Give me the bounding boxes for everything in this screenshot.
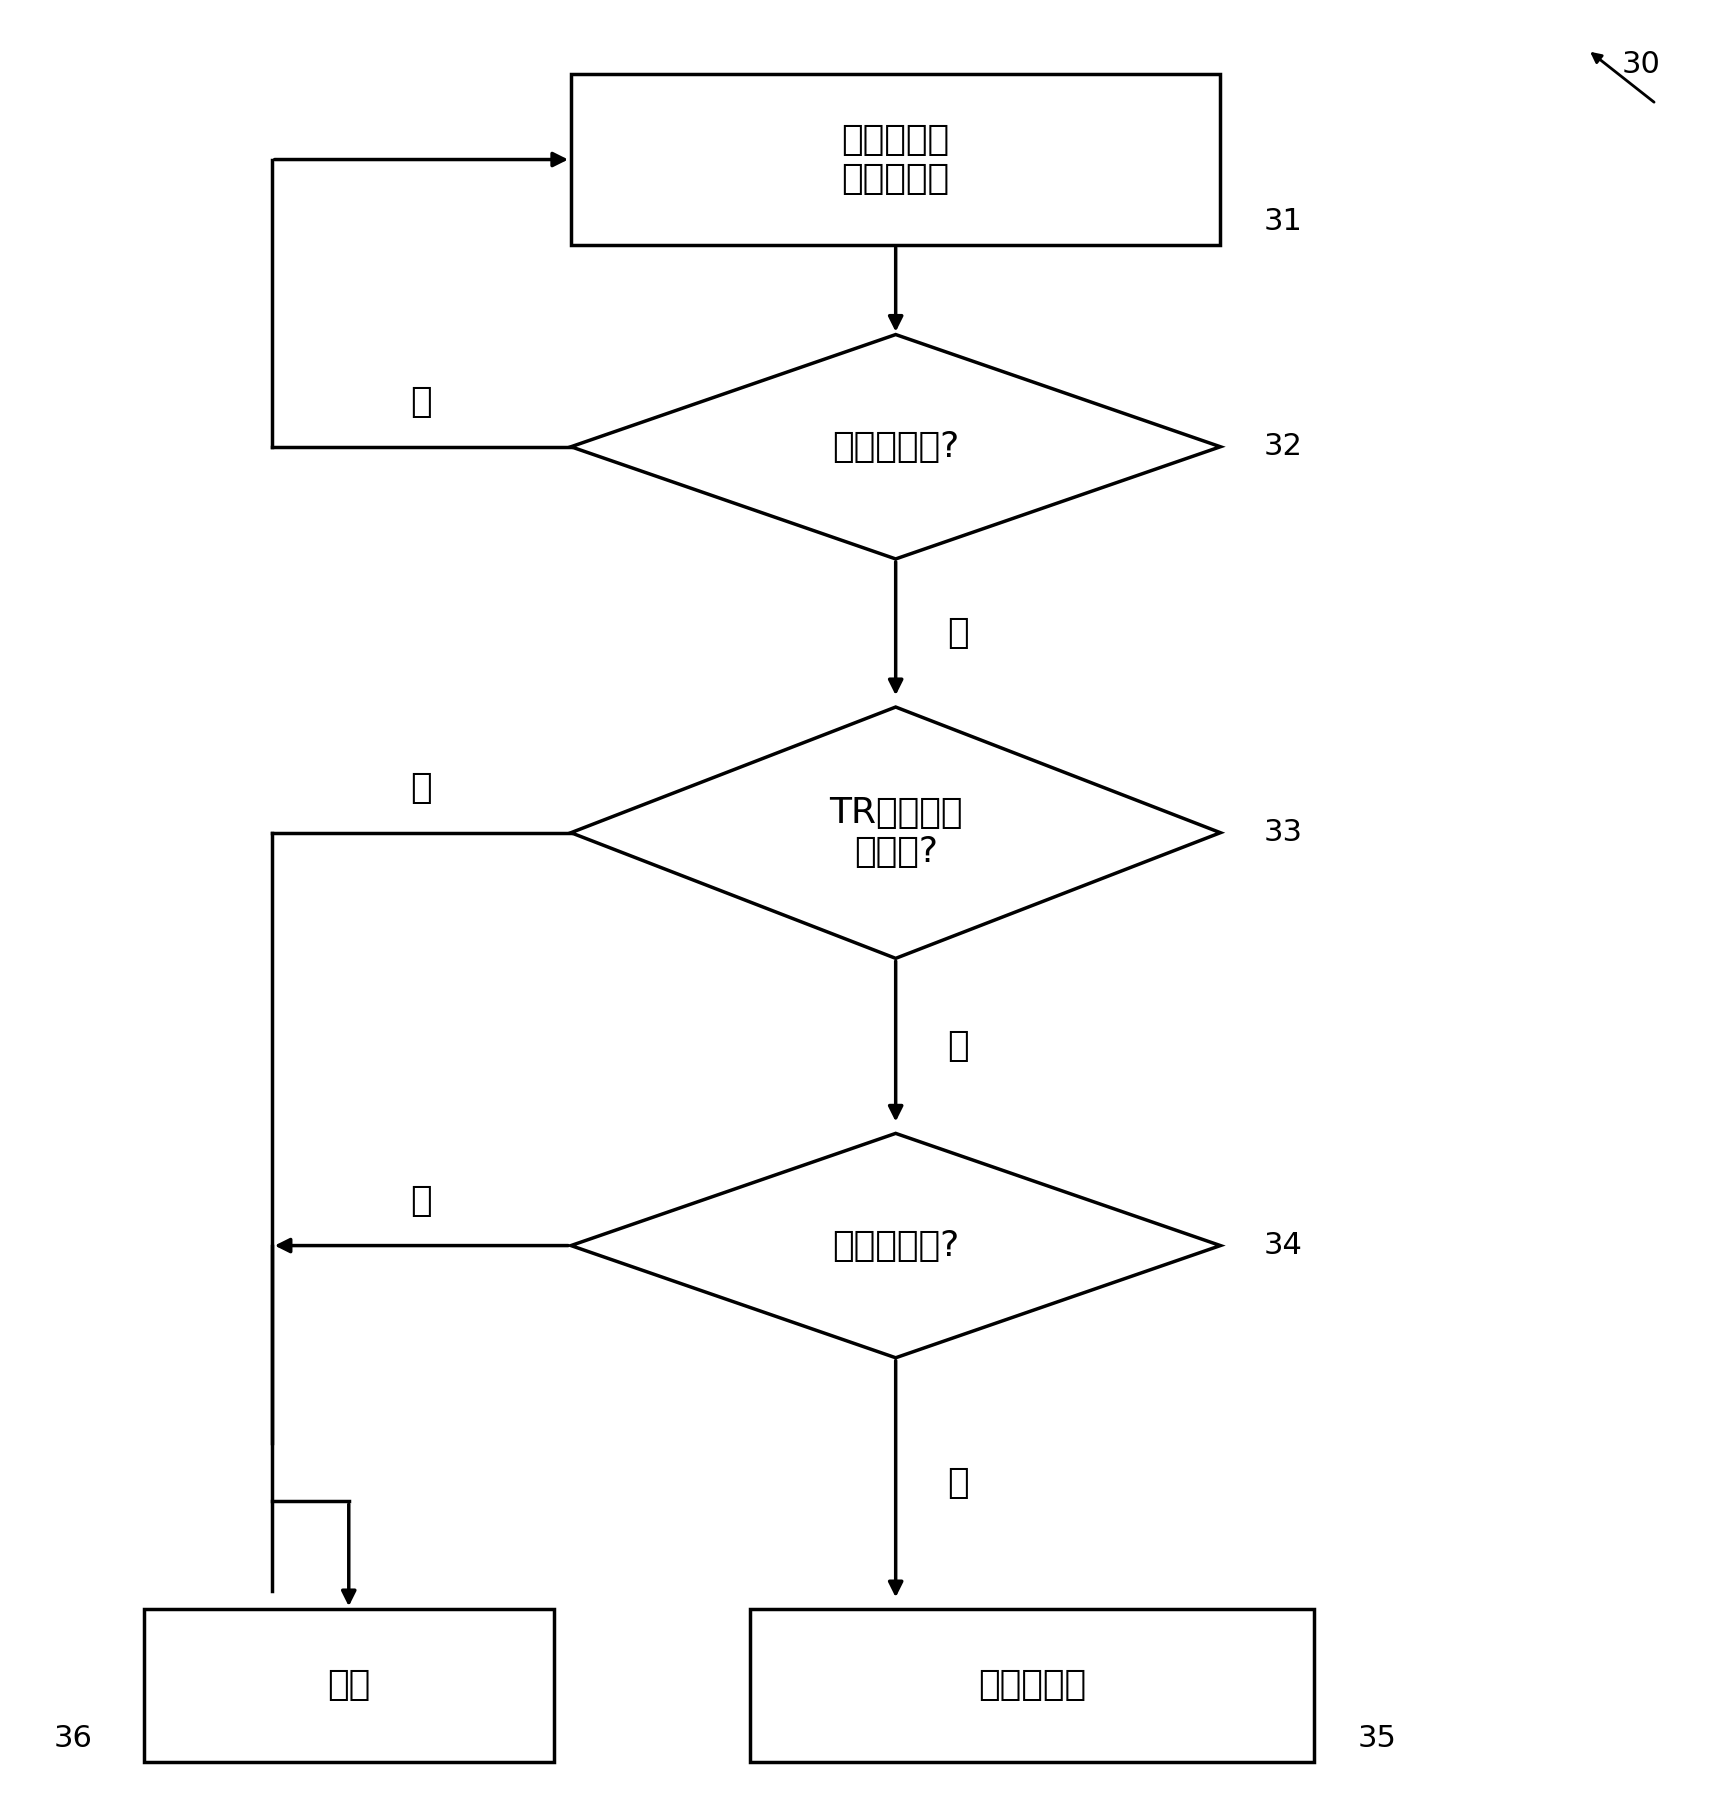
FancyBboxPatch shape: [143, 1608, 553, 1762]
Text: 监控转速和
点火锁开关: 监控转速和 点火锁开关: [841, 123, 949, 195]
Text: 是: 是: [948, 617, 968, 649]
Text: 是: 是: [948, 1029, 968, 1064]
Polygon shape: [570, 1134, 1220, 1359]
Text: 发动机起动: 发动机起动: [979, 1668, 1087, 1702]
Text: 32: 32: [1263, 432, 1303, 461]
Text: 31: 31: [1263, 206, 1303, 235]
Text: TR内离合器
被操纵?: TR内离合器 被操纵?: [829, 796, 963, 870]
FancyBboxPatch shape: [751, 1608, 1315, 1762]
Text: 33: 33: [1263, 818, 1303, 847]
Text: 否: 否: [410, 1183, 432, 1217]
Text: 是: 是: [948, 1467, 968, 1500]
FancyBboxPatch shape: [570, 74, 1220, 244]
Text: 34: 34: [1263, 1232, 1303, 1261]
Text: 35: 35: [1358, 1724, 1396, 1753]
Text: 否: 否: [410, 771, 432, 805]
Text: 否: 否: [410, 385, 432, 420]
Text: 发动机息火?: 发动机息火?: [832, 431, 960, 463]
Text: 36: 36: [53, 1724, 93, 1753]
Polygon shape: [570, 335, 1220, 559]
Text: 驾驶员存在?: 驾驶员存在?: [832, 1228, 960, 1263]
Text: 30: 30: [1621, 51, 1661, 80]
Text: 结束: 结束: [327, 1668, 370, 1702]
Polygon shape: [570, 707, 1220, 959]
